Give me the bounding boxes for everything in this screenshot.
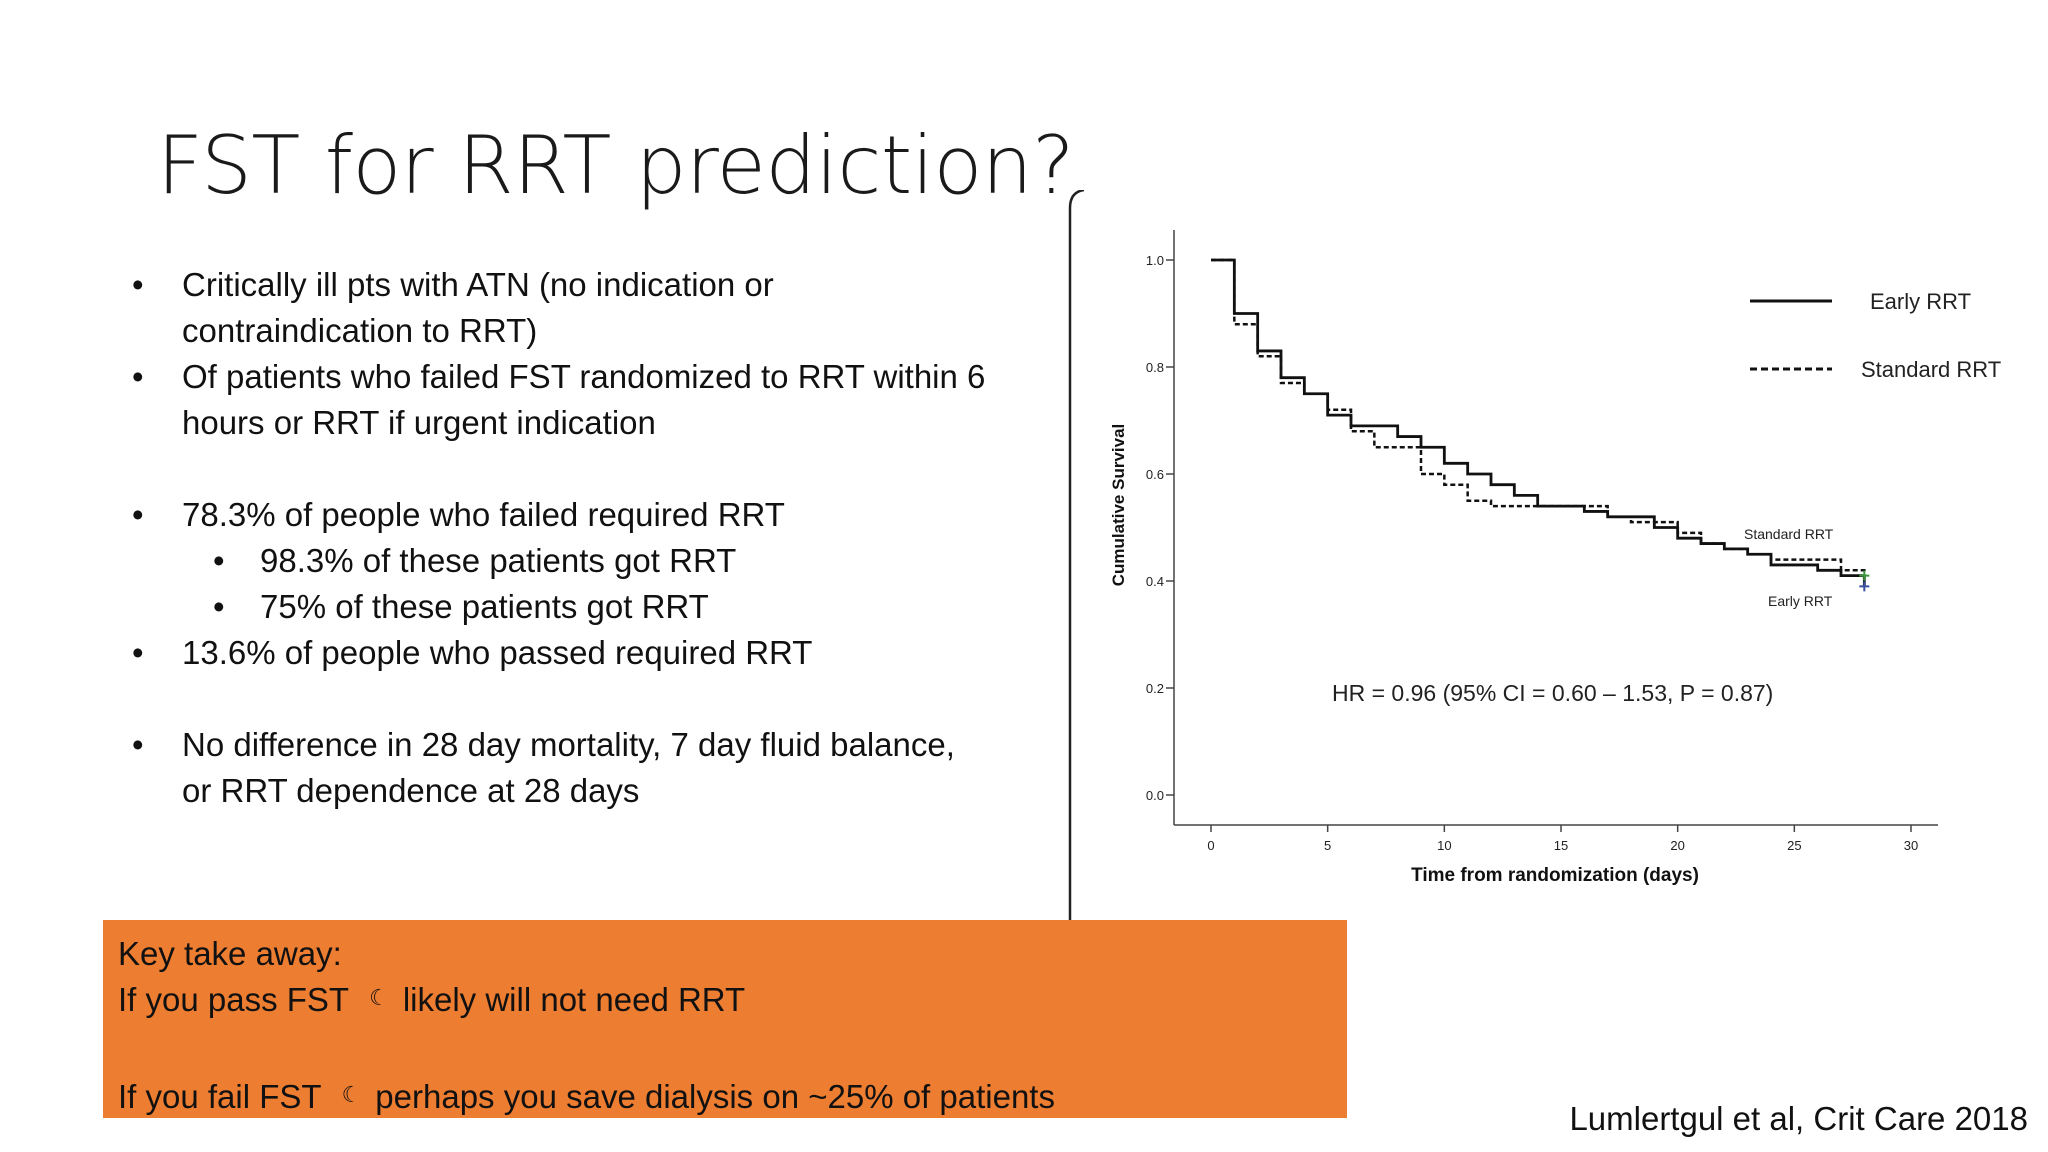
bullet-text: 13.6% of people who passed required RRT xyxy=(182,634,813,671)
citation: Lumlertgul et al, Crit Care 2018 xyxy=(1569,1100,2028,1137)
sub-bullet-item: • 75% of these patients got RRT xyxy=(130,584,1040,630)
takeaway-pass-line: If you pass FST ☾ likely will not need RRT xyxy=(118,977,1332,1028)
bullet-list: • Critically ill pts with ATN (no indicat… xyxy=(130,262,1040,814)
bullet-dot: • xyxy=(132,496,144,533)
takeaway-fail-result: perhaps you save dialysis on ~25% of pat… xyxy=(375,1078,1055,1115)
survival-chart: 0.0 0.2 0.4 0.6 0.8 1.0 0 5 10 15 20 25 30 Early RRT… xyxy=(1068,190,2001,920)
y-tick-label: 0.8 xyxy=(1146,360,1164,375)
bullet-text: 75% of these patients got RRT xyxy=(260,588,709,625)
early-rrt-censor-mark xyxy=(1859,581,1870,592)
bullet-item: • 78.3% of people who failed required RRT xyxy=(130,492,1040,538)
key-takeaway-box: Key take away: If you pass FST ☾ likely wi… xyxy=(103,920,1347,1118)
bullet-item: • No difference in 28 day mortality, 7 da… xyxy=(130,722,1040,814)
legend-label: Standard RRT xyxy=(1861,357,2001,382)
takeaway-fail-condition: If you fail FST xyxy=(118,1078,322,1115)
survival-chart-figure: 0.0 0.2 0.4 0.6 0.8 1.0 0 5 10 15 20 25 30 Early RRT… xyxy=(1068,190,2048,920)
hazard-ratio-annotation: HR = 0.96 (95% CI = 0.60 – 1.53, P = 0.8… xyxy=(1332,680,1773,706)
standard-rrt-censor-mark xyxy=(1859,570,1870,581)
bullet-text: 78.3% of people who failed required RRT xyxy=(182,496,785,533)
bullet-dot: • xyxy=(132,358,144,395)
bullet-text: contraindication to RRT) xyxy=(182,312,538,349)
moon-arrow-icon: ☾ xyxy=(369,986,389,1011)
y-tick-label: 0.0 xyxy=(1146,788,1164,803)
bullet-dot: • xyxy=(213,542,225,579)
takeaway-fail-line: If you fail FST ☾ perhaps you save dialysi… xyxy=(118,1074,1332,1125)
bullet-text: 98.3% of these patients got RRT xyxy=(260,542,737,579)
bullet-text: Of patients who failed FST randomized to… xyxy=(182,358,986,395)
bullet-item: • Critically ill pts with ATN (no indicat… xyxy=(130,262,1040,354)
x-axis-label: Time from randomization (days) xyxy=(1411,865,1699,886)
bullet-text: No difference in 28 day mortality, 7 day… xyxy=(182,726,955,763)
bullet-item: • Of patients who failed FST randomized t… xyxy=(130,354,1040,446)
x-tick-label: 25 xyxy=(1787,838,1801,853)
bullet-text: or RRT dependence at 28 days xyxy=(182,772,640,809)
bullet-dot: • xyxy=(132,726,144,763)
y-tick-label: 0.6 xyxy=(1146,467,1164,482)
bullet-text: hours or RRT if urgent indication xyxy=(182,404,656,441)
takeaway-heading: Key take away: xyxy=(118,935,342,972)
x-tick-label: 10 xyxy=(1437,838,1451,853)
x-tick-label: 30 xyxy=(1904,838,1918,853)
figure-border xyxy=(1068,190,1085,920)
x-tick-label: 5 xyxy=(1324,838,1331,853)
takeaway-pass-result: likely will not need RRT xyxy=(402,981,746,1018)
x-tick-label: 0 xyxy=(1207,838,1214,853)
sub-bullet-item: • 98.3% of these patients got RRT xyxy=(130,538,1040,584)
standard-rrt-survival-line xyxy=(1211,258,1866,576)
y-tick-label: 0.2 xyxy=(1146,681,1164,696)
standard-rrt-end-label: Standard RRT xyxy=(1744,526,1834,542)
moon-arrow-icon: ☾ xyxy=(341,1083,362,1108)
bullet-dot: • xyxy=(213,588,225,625)
bullet-dot: • xyxy=(132,634,144,671)
y-tick-label: 0.4 xyxy=(1146,574,1164,589)
slide-title: FST for RRT prediction? xyxy=(157,119,1075,212)
takeaway-pass-condition: If you pass FST xyxy=(118,981,350,1018)
x-tick-label: 20 xyxy=(1670,838,1684,853)
bullet-item: • 13.6% of people who passed required RRT xyxy=(130,630,1040,676)
legend-label: Early RRT xyxy=(1870,289,1971,314)
bullet-dot: • xyxy=(132,266,144,303)
x-tick-label: 15 xyxy=(1554,838,1568,853)
early-rrt-end-label: Early RRT xyxy=(1768,593,1833,609)
y-axis-label: Cumulative Survival xyxy=(1109,424,1128,587)
y-tick-label: 1.0 xyxy=(1146,253,1164,268)
bullet-text: Critically ill pts with ATN (no indicati… xyxy=(182,266,774,303)
